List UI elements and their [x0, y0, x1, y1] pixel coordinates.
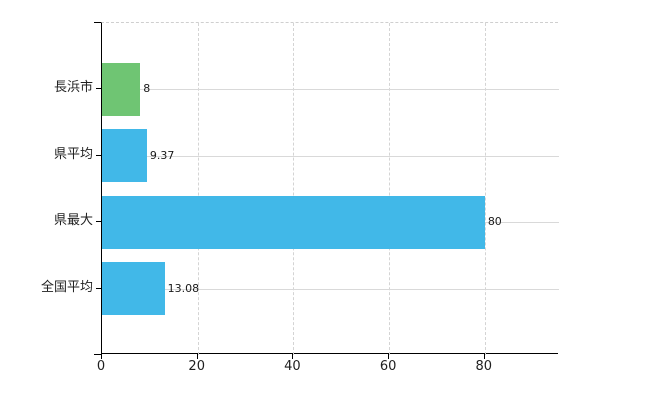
x-axis-tick: [101, 354, 102, 359]
x-tick-label: 0: [96, 359, 106, 374]
bar-県平均[interactable]: [102, 129, 147, 183]
category-label-県平均: 県平均: [53, 146, 93, 162]
y-axis-tick: [96, 154, 101, 156]
bar-value-label: 80: [487, 215, 502, 229]
x-tick-label: 20: [188, 359, 205, 374]
x-axis-tick: [196, 354, 198, 359]
y-axis-tick: [96, 221, 101, 223]
vertical-gridline: [484, 23, 486, 355]
horizontal-gridline: [102, 155, 559, 157]
bar-value-label: 8: [143, 82, 151, 96]
category-label-県最大: 県最大: [53, 213, 93, 229]
bar-value-label: 13.08: [167, 281, 200, 295]
bar-長浜市[interactable]: [102, 62, 141, 116]
x-tick-label: 60: [379, 359, 397, 374]
x-tick-label: 80: [475, 359, 493, 374]
y-axis-tick: [96, 88, 101, 90]
y-axis-end-tick: [94, 22, 101, 23]
horizontal-gridline: [102, 89, 559, 91]
bar-全国平均[interactable]: [102, 262, 165, 316]
horizontal-gridline: [102, 288, 559, 290]
y-axis-end-tick: [94, 354, 101, 355]
vertical-gridline: [197, 23, 199, 355]
vertical-gridline: [293, 23, 295, 355]
x-axis-tick: [292, 354, 294, 359]
x-axis-tick: [483, 354, 485, 359]
y-axis-tick: [96, 287, 101, 289]
x-axis-tick: [388, 354, 390, 359]
vertical-gridline: [389, 23, 391, 355]
plot-area: 8 9.37 80 13.08: [101, 22, 559, 355]
bar-県最大[interactable]: [102, 195, 485, 249]
bar-value-label: 9.37: [149, 148, 175, 162]
x-tick-label: 40: [284, 359, 301, 374]
category-label-全国平均: 全国平均: [40, 279, 93, 295]
category-label-長浜市: 長浜市: [53, 80, 93, 96]
